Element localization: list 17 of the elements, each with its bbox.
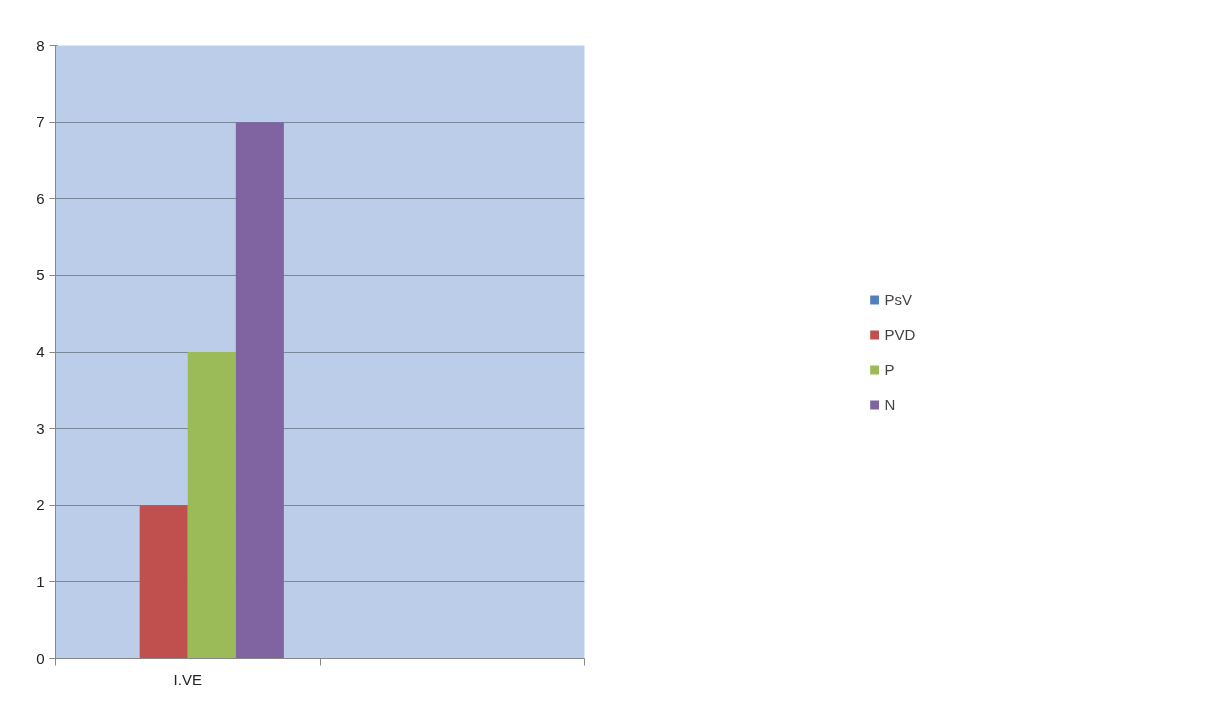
- x-tick-label: I.VE: [173, 670, 202, 688]
- bar: [235, 122, 284, 659]
- y-tick-label: 2: [36, 496, 45, 514]
- y-tick-label: 3: [36, 419, 45, 437]
- legend-label: N: [884, 395, 897, 413]
- bar: [187, 352, 236, 659]
- y-tick-label: 8: [36, 36, 45, 54]
- legend-label: P: [884, 360, 896, 378]
- y-tick-label: 5: [36, 266, 45, 284]
- y-tick-label: 1: [36, 572, 45, 590]
- legend-label: PVD: [884, 325, 916, 343]
- legend-label: PsV: [884, 290, 913, 308]
- y-tick-label: 4: [36, 343, 45, 360]
- bar: [139, 505, 188, 659]
- y-tick-label: 0: [36, 649, 45, 667]
- y-tick-label: 6: [36, 189, 45, 207]
- y-tick-label: 7: [36, 113, 45, 131]
